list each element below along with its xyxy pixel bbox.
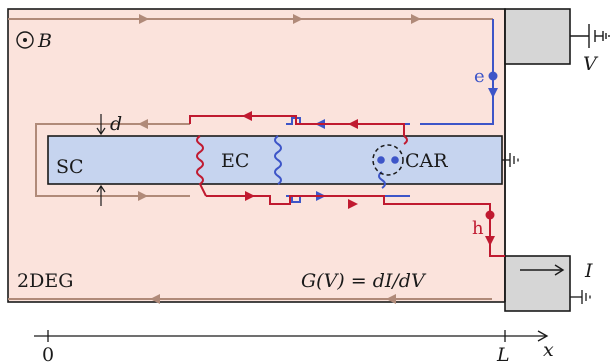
axis-var-label: x bbox=[543, 339, 554, 361]
axis-origin-label: 0 bbox=[42, 344, 54, 364]
b-field-label: B bbox=[37, 30, 52, 52]
ec-label: EC bbox=[221, 150, 249, 172]
b-field-icon bbox=[16, 31, 34, 49]
ground-icon-current bbox=[570, 290, 591, 304]
cooper-pair-icon bbox=[372, 144, 404, 176]
hole-path bbox=[189, 115, 505, 257]
hole-dot bbox=[485, 210, 495, 220]
hole-label: h bbox=[472, 218, 484, 239]
electron-dot bbox=[488, 71, 498, 81]
electron-label: e bbox=[474, 66, 485, 87]
hole-arrows bbox=[242, 111, 495, 246]
ground-icon-sc bbox=[502, 153, 519, 167]
sc-label: SC bbox=[56, 156, 84, 178]
current-label: I bbox=[584, 260, 593, 282]
voltage-label: V bbox=[583, 53, 599, 75]
current-lead bbox=[504, 255, 571, 312]
axis-length-label: L bbox=[496, 344, 510, 364]
position-axis bbox=[34, 330, 549, 342]
car-label: CAR bbox=[405, 150, 448, 172]
superconductor bbox=[47, 135, 503, 185]
conductance-label: G(V) = dI/dV bbox=[301, 270, 427, 292]
gap-indicator bbox=[96, 114, 106, 206]
edge-state-arrows bbox=[138, 14, 421, 304]
twodeg-label: 2DEG bbox=[17, 270, 73, 292]
gap-label: d bbox=[110, 113, 122, 135]
voltage-lead bbox=[504, 8, 571, 65]
current-arrow-icon bbox=[520, 264, 565, 276]
voltage-source-icon bbox=[570, 24, 610, 48]
